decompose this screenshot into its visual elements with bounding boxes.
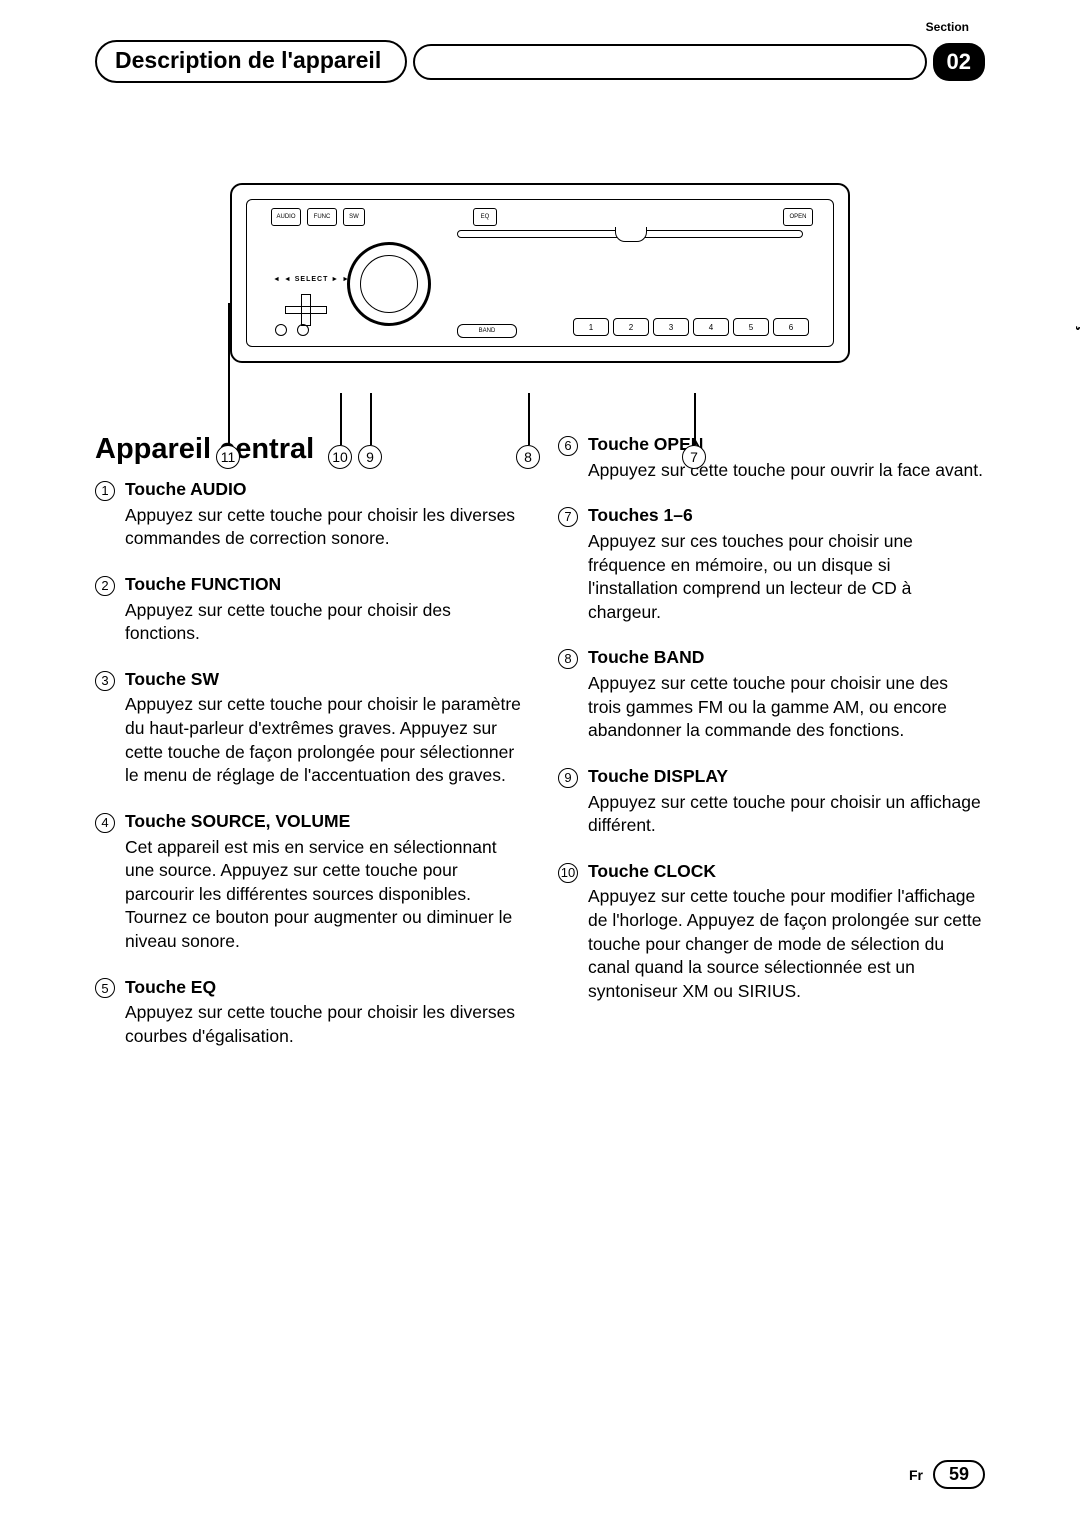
leader-line [340,393,342,445]
page-number: 59 [933,1460,985,1489]
disc-slot [457,230,803,238]
item-body: Appuyez sur cette touche pour modifier l… [558,885,985,1003]
section-label: Section [926,20,969,34]
item-number: 7 [558,507,578,527]
top-button-sw: SW [343,208,365,226]
item-number: 1 [95,481,115,501]
item-body: Appuyez sur cette touche pour choisir un… [558,672,985,743]
description-item: 7 Touches 1–6Appuyez sur ces touches pour… [558,504,985,624]
item-number: 2 [95,576,115,596]
preset-5: 5 [733,318,769,336]
description-item: 10 Touche CLOCKAppuyez sur cette touche p… [558,860,985,1004]
device-diagram: 1 2 3 4 5 6 AUDIO FUNC SW EQ OPEN ◄ ◄ SE… [230,183,850,363]
callout-10: 10 [328,445,352,469]
item-title: Touche SOURCE, VOLUME [125,810,350,834]
preset-4: 4 [693,318,729,336]
leader-line [228,303,230,445]
item-number: 3 [95,671,115,691]
preset-1: 1 [573,318,609,336]
preset-6: 6 [773,318,809,336]
item-body: Cet appareil est mis en service en sélec… [95,836,522,954]
main-heading: Appareil central [95,433,522,466]
callout-8: 8 [516,445,540,469]
description-item: 3 Touche SWAppuyez sur cette touche pour … [95,668,522,788]
item-title: Touche EQ [125,976,216,1000]
item-title: Touche BAND [588,646,704,670]
top-button-eq: EQ [473,208,497,226]
description-item: 1 Touche AUDIOAppuyez sur cette touche po… [95,478,522,551]
device-inner: AUDIO FUNC SW EQ OPEN ◄ ◄ SELECT ► ► BAN… [246,199,834,347]
description-item: 5 Touche EQAppuyez sur cette touche pour … [95,976,522,1049]
item-body: Appuyez sur cette touche pour choisir de… [95,599,522,646]
page-header: Description de l'appareil Section 02 [95,40,985,83]
cross-pad [285,294,327,326]
top-button-audio: AUDIO [271,208,301,226]
header-title: Description de l'appareil [95,40,407,83]
item-title: Touche AUDIO [125,478,247,502]
item-number: 8 [558,649,578,669]
leader-line [370,393,372,445]
header-rule [413,44,926,80]
section-number-badge: 02 [933,43,985,81]
description-item: 6Touche OPENAppuyez sur cette touche pou… [558,433,985,482]
callout-11: 11 [216,445,240,469]
item-title: Touches 1–6 [588,504,693,528]
page-footer: Fr 59 [909,1460,985,1489]
description-item: 2 Touche FUNCTIONAppuyez sur cette touche… [95,573,522,646]
leader-line [694,393,696,445]
item-title: Touche DISPLAY [588,765,728,789]
description-item: 8 Touche BANDAppuyez sur cette touche pou… [558,646,985,743]
select-label: ◄ ◄ SELECT ► ► [273,276,350,283]
body-columns: Appareil central 1Touche AUDIOAppuyez su… [95,433,985,1071]
item-number: 6 [558,436,578,456]
callout-9: 9 [358,445,382,469]
callout-7: 7 [682,445,706,469]
item-body: Appuyez sur cette touche pour ouvrir la … [558,459,985,483]
preset-3: 3 [653,318,689,336]
small-button-1 [275,324,287,336]
item-number: 9 [558,768,578,788]
preset-2: 2 [613,318,649,336]
item-title: Touche CLOCK [588,860,716,884]
leader-line [528,393,530,445]
description-item: 9 Touche DISPLAYAppuyez sur cette touche … [558,765,985,838]
volume-knob [347,242,431,326]
item-body: Appuyez sur cette touche pour choisir le… [95,504,522,551]
item-number: 5 [95,978,115,998]
right-column: 6Touche OPENAppuyez sur cette touche pou… [558,433,985,1071]
top-button-func: FUNC [307,208,337,226]
left-column: Appareil central 1Touche AUDIOAppuyez su… [95,433,522,1071]
item-body: Appuyez sur cette touche pour choisir le… [95,1001,522,1048]
item-number: 10 [558,863,578,883]
item-number: 4 [95,813,115,833]
language-tab: Français [1071,280,1080,362]
item-title: Touche SW [125,668,219,692]
band-button: BAND [457,324,517,338]
description-item: 4 Touche SOURCE, VOLUMECet appareil est m… [95,810,522,954]
item-title: Touche FUNCTION [125,573,281,597]
footer-lang: Fr [909,1467,923,1483]
small-button-2 [297,324,309,336]
preset-buttons: 1 2 3 4 5 6 [573,318,809,336]
item-body: Appuyez sur ces touches pour choisir une… [558,530,985,625]
top-button-open: OPEN [783,208,813,226]
device-outline: AUDIO FUNC SW EQ OPEN ◄ ◄ SELECT ► ► BAN… [230,183,850,363]
item-body: Appuyez sur cette touche pour choisir le… [95,693,522,788]
item-body: Appuyez sur cette touche pour choisir un… [558,791,985,838]
